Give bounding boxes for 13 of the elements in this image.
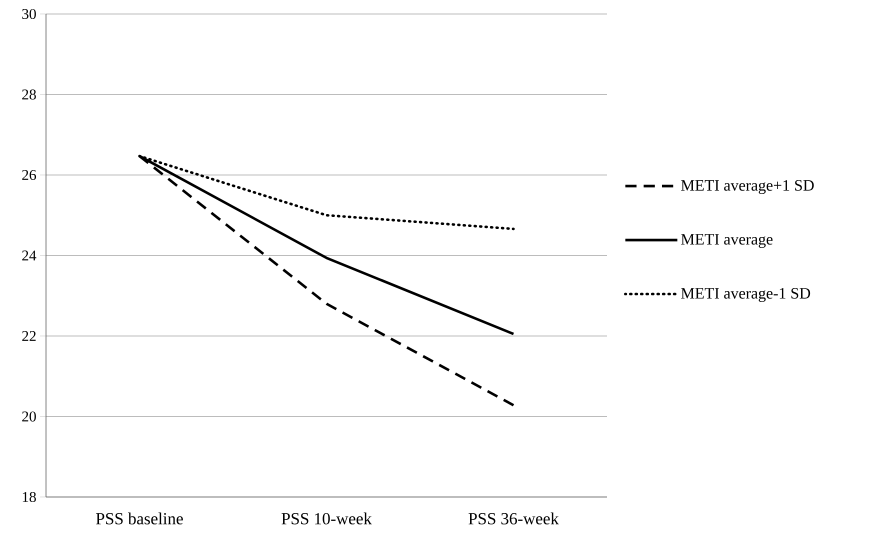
y-tick-label: 26 <box>22 170 36 180</box>
y-tick-label: 20 <box>22 411 36 422</box>
y-tick-label: 30 <box>22 8 36 20</box>
legend-label: METI average+1 SD <box>681 180 814 194</box>
x-tick-label: PSS 36-week <box>468 512 559 524</box>
y-tick-label: 22 <box>22 331 36 341</box>
y-tick-label: 24 <box>22 250 36 260</box>
x-tick-label: PSS baseline <box>96 512 183 524</box>
legend-label: METI average <box>681 234 773 248</box>
x-tick-label: PSS 10-week <box>282 512 372 524</box>
y-tick-label: 18 <box>22 492 36 502</box>
y-tick-label: 28 <box>22 89 36 100</box>
legend-label: METI average-1 SD <box>681 288 810 302</box>
